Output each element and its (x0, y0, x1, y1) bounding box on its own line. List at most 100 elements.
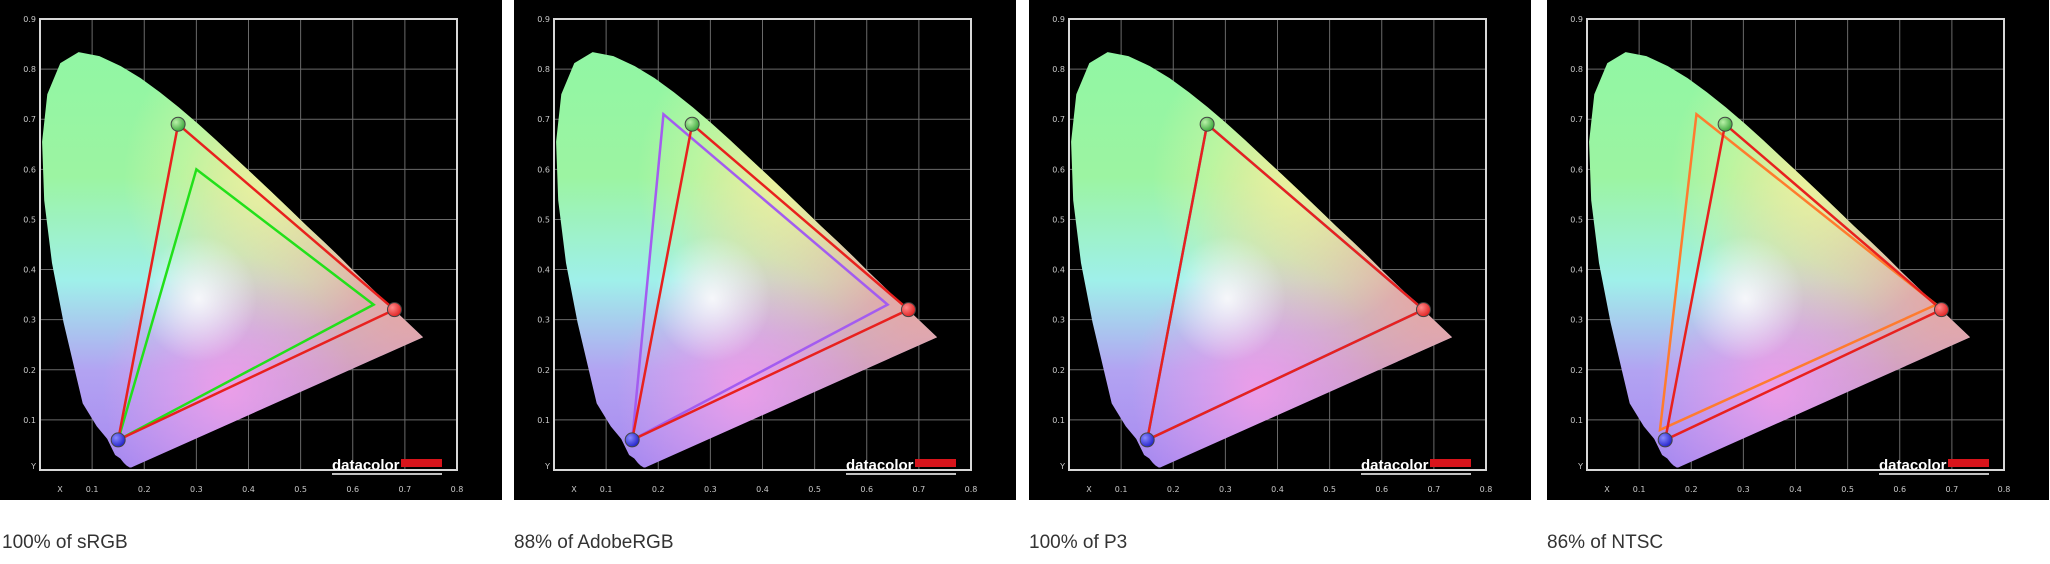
plot-frame (1586, 18, 2005, 471)
y-tick-label: 0.3 (1052, 316, 1065, 325)
y-tick-label: 0.6 (1052, 165, 1065, 174)
x-tick-label: 0.2 (1685, 485, 1698, 494)
x-tick-label: 0.7 (913, 485, 926, 494)
x-tick-label: 0.4 (1789, 485, 1802, 494)
green-primary-marker (1199, 116, 1215, 132)
reference-gamut-triangle (116, 167, 376, 443)
x-tick-label: 0.3 (704, 485, 717, 494)
y-tick-label: Y (30, 462, 36, 471)
chromaticity-plot: X 0.1 0.2 0.3 0.4 0.5 0.6 0.7 0.8 Y 0.1 0.2 0.3 0.4 0.… (1570, 15, 2011, 494)
x-tick-label: 0.8 (451, 485, 464, 494)
red-primary-marker (1933, 302, 1949, 318)
y-tick-label: 0.7 (537, 115, 550, 124)
x-tick-label: 0.8 (965, 485, 978, 494)
display-gamut-triangle (116, 121, 397, 443)
y-tick-label: 0.4 (537, 266, 550, 275)
y-tick-label: 0.1 (537, 416, 550, 425)
y-tick-label: 0.1 (23, 416, 36, 425)
plot-frame (553, 18, 972, 471)
y-tick-label: 0.4 (1570, 266, 1583, 275)
y-tick-label: 0.2 (1052, 366, 1065, 375)
display-gamut-triangle (1145, 121, 1426, 443)
y-tick-label: 0.6 (23, 165, 36, 174)
y-tick-label: 0.2 (1570, 366, 1583, 375)
logo-bar (915, 459, 956, 467)
gamut-chart-adobergb: X 0.1 0.2 0.3 0.4 0.5 0.6 0.7 0.8 Y 0.1 0.2 0.3 0.4 0.… (514, 0, 1016, 500)
y-tick-label: 0.9 (1570, 15, 1583, 24)
x-tick-label: 0.1 (1115, 485, 1128, 494)
datacolor-logo-text: datacolor (1361, 457, 1429, 474)
logo-bar (401, 459, 442, 467)
datacolor-logo: datacolor (846, 457, 956, 475)
red-primary-marker (1415, 302, 1431, 318)
green-primary-marker (170, 116, 186, 132)
gamut-chart-ntsc: X 0.1 0.2 0.3 0.4 0.5 0.6 0.7 0.8 Y 0.1 0.2 0.3 0.4 0.… (1547, 0, 2049, 500)
reference-gamut-triangle (630, 111, 890, 443)
y-tick-label: 0.9 (1052, 15, 1065, 24)
x-tick-label: 0.6 (346, 485, 359, 494)
x-tick-label: 0.8 (1480, 485, 1493, 494)
y-tick-label: 0.8 (1570, 65, 1583, 74)
reference-gamut-triangle (1658, 111, 1939, 432)
plot-frame (39, 18, 458, 471)
blue-primary-marker (1657, 432, 1673, 448)
y-tick-label: Y (544, 462, 550, 471)
y-tick-label: 0.1 (1570, 416, 1583, 425)
x-tick-label: 0.3 (1737, 485, 1750, 494)
x-tick-label: 0.7 (1428, 485, 1441, 494)
x-tick-label: 0.2 (652, 485, 665, 494)
y-tick-label: 0.6 (537, 165, 550, 174)
y-tick-label: 0.5 (1570, 215, 1583, 224)
green-primary-marker (1717, 116, 1733, 132)
y-tick-label: Y (1059, 462, 1065, 471)
x-tick-label: 0.4 (242, 485, 255, 494)
display-gamut-triangle (630, 121, 911, 443)
plot-frame (1068, 18, 1487, 471)
gamut-chart-p3: X 0.1 0.2 0.3 0.4 0.5 0.6 0.7 0.8 Y 0.1 0.2 0.3 0.4 0.… (1029, 0, 1531, 500)
x-tick-label: X (57, 485, 63, 494)
display-gamut-triangle (1663, 121, 1944, 443)
datacolor-logo: datacolor (332, 457, 442, 475)
x-tick-label: 0.5 (294, 485, 307, 494)
chromaticity-plot: X 0.1 0.2 0.3 0.4 0.5 0.6 0.7 0.8 Y 0.1 0.2 0.3 0.4 0.… (537, 15, 978, 494)
x-tick-label: 0.7 (399, 485, 412, 494)
x-tick-label: 0.6 (1893, 485, 1906, 494)
y-tick-label: 0.2 (23, 366, 36, 375)
y-tick-label: 0.1 (1052, 416, 1065, 425)
datacolor-logo: datacolor (1361, 457, 1471, 475)
blue-primary-marker (110, 432, 126, 448)
x-tick-label: 0.3 (190, 485, 203, 494)
y-tick-label: 0.5 (537, 215, 550, 224)
caption-ntsc: 86% of NTSC (1547, 532, 1664, 553)
x-tick-label: 0.4 (1271, 485, 1284, 494)
blue-primary-marker (1139, 432, 1155, 448)
red-primary-marker (386, 302, 402, 318)
logo-bar (1948, 459, 1989, 467)
y-tick-label: 0.5 (23, 215, 36, 224)
x-tick-label: X (1086, 485, 1092, 494)
x-tick-label: X (571, 485, 577, 494)
datacolor-logo-text: datacolor (332, 457, 400, 474)
caption-srgb: 100% of sRGB (2, 532, 128, 553)
x-tick-label: 0.2 (1167, 485, 1180, 494)
y-tick-label: 0.4 (23, 266, 36, 275)
x-tick-label: 0.6 (1375, 485, 1388, 494)
y-tick-label: 0.9 (23, 15, 36, 24)
y-tick-label: 0.8 (1052, 65, 1065, 74)
y-tick-label: 0.3 (23, 316, 36, 325)
y-tick-label: 0.9 (537, 15, 550, 24)
y-tick-label: 0.7 (1570, 115, 1583, 124)
x-tick-label: 0.5 (1841, 485, 1854, 494)
blue-primary-marker (624, 432, 640, 448)
x-tick-label: 0.6 (860, 485, 873, 494)
y-tick-label: 0.6 (1570, 165, 1583, 174)
logo-bar (1430, 459, 1471, 467)
x-tick-label: 0.1 (600, 485, 613, 494)
y-tick-label: 0.8 (23, 65, 36, 74)
y-tick-label: 0.2 (537, 366, 550, 375)
y-tick-label: 0.4 (1052, 266, 1065, 275)
x-tick-label: 0.8 (1998, 485, 2011, 494)
x-tick-label: 0.1 (86, 485, 99, 494)
y-tick-label: 0.5 (1052, 215, 1065, 224)
gamut-chart-srgb: X 0.1 0.2 0.3 0.4 0.5 0.6 0.7 0.8 Y 0.1 0.2 0.3 0.4 0.… (0, 0, 502, 500)
